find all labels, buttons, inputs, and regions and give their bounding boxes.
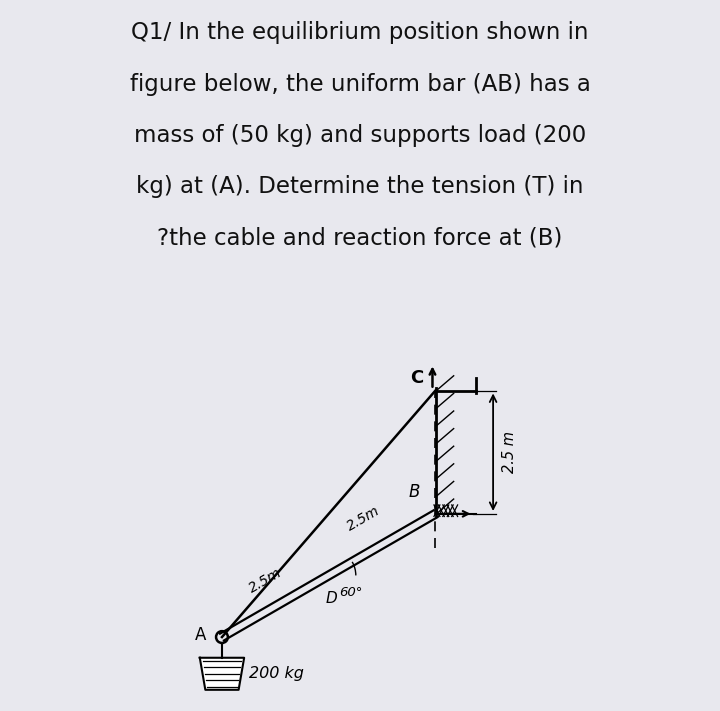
Text: 2.5m: 2.5m	[246, 565, 284, 595]
Text: 2.5 m: 2.5 m	[502, 431, 517, 474]
Text: figure below, the uniform bar (AB) has a: figure below, the uniform bar (AB) has a	[130, 73, 590, 95]
Text: mass of (50 kg) and supports load (200: mass of (50 kg) and supports load (200	[134, 124, 586, 146]
Text: ?the cable and reaction force at (B): ?the cable and reaction force at (B)	[157, 226, 563, 249]
Text: B: B	[409, 483, 420, 501]
Text: kg) at (A). Determine the tension (T) in: kg) at (A). Determine the tension (T) in	[136, 175, 584, 198]
Text: Q1/ In the equilibrium position shown in: Q1/ In the equilibrium position shown in	[131, 21, 589, 44]
Text: 60°: 60°	[339, 587, 363, 599]
Text: 2.5m: 2.5m	[344, 504, 382, 534]
Polygon shape	[199, 658, 244, 690]
Text: 200 kg: 200 kg	[248, 666, 303, 681]
Text: C: C	[410, 368, 423, 387]
Text: A: A	[195, 626, 206, 643]
Text: D: D	[325, 592, 337, 606]
